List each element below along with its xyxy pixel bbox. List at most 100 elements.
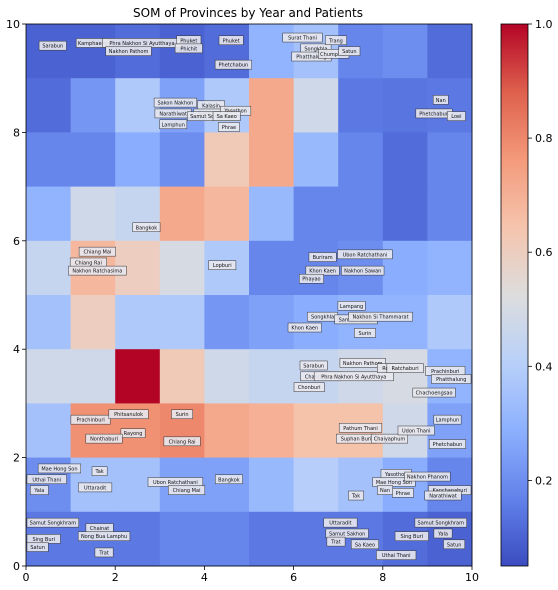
svg-text:Chumphon: Chumphon bbox=[320, 52, 347, 58]
svg-text:Lamphun: Lamphun bbox=[436, 418, 459, 424]
heatmap-cell bbox=[26, 24, 72, 79]
heatmap-cell bbox=[26, 78, 72, 133]
heatmap-cell bbox=[427, 403, 473, 459]
heatmap-cell bbox=[26, 132, 72, 188]
colorbar-tick-label: 0.4 bbox=[535, 360, 553, 373]
colorbar-tick-label: 0.6 bbox=[535, 246, 553, 259]
svg-text:Sing Buri: Sing Buri bbox=[401, 534, 424, 540]
x-tick-label: 10 bbox=[465, 571, 479, 584]
province-label: Trat bbox=[326, 536, 346, 547]
svg-text:Lampang: Lampang bbox=[340, 304, 363, 310]
heatmap-cell bbox=[70, 295, 116, 350]
svg-text:Nan: Nan bbox=[436, 98, 446, 104]
province-label: Phatthalung bbox=[431, 374, 472, 384]
province-label: Satun bbox=[338, 46, 361, 56]
svg-text:Uttaradit: Uttaradit bbox=[329, 521, 351, 527]
province-label: Nakhon Sawan bbox=[341, 265, 385, 276]
province-label: Chiang Rai bbox=[69, 257, 107, 268]
svg-text:Trat: Trat bbox=[98, 550, 108, 556]
province-label: Nan bbox=[432, 95, 449, 105]
province-label: Prachinburi bbox=[425, 366, 466, 376]
svg-text:Chaiyaphum: Chaiyaphum bbox=[374, 437, 406, 443]
heatmap-cell bbox=[249, 349, 295, 404]
svg-text:Prachinburi: Prachinburi bbox=[431, 369, 459, 375]
svg-text:Kamphaeng: Kamphaeng bbox=[78, 41, 108, 47]
heatmap-cell bbox=[382, 24, 428, 79]
heatmap-cell bbox=[249, 132, 295, 188]
heatmap-cell bbox=[26, 240, 72, 296]
province-label: Yala bbox=[30, 485, 49, 495]
svg-text:Uthai Thani: Uthai Thani bbox=[32, 477, 61, 483]
province-label: Samut Songkhram bbox=[26, 517, 79, 528]
heatmap-cell bbox=[159, 240, 205, 296]
colorbar-ticks: 0.2 0.4 0.6 0.8 1.0 bbox=[528, 18, 553, 487]
heatmap-cell bbox=[427, 24, 473, 79]
province-label: Sarabun bbox=[299, 360, 328, 371]
heatmap-cell bbox=[204, 403, 250, 459]
province-label: Nakhon Pathom bbox=[339, 358, 386, 368]
svg-text:Uthai Thani: Uthai Thani bbox=[382, 553, 411, 559]
svg-text:Mae Hong Son: Mae Hong Son bbox=[41, 466, 77, 472]
province-label: Samut Sakhon bbox=[325, 528, 369, 539]
heatmap-cell bbox=[204, 186, 250, 242]
province-label: Chachoengsao bbox=[412, 387, 456, 398]
province-label: Buriram bbox=[308, 252, 337, 262]
heatmap-cell bbox=[26, 349, 72, 404]
heatmap-cell bbox=[249, 457, 295, 513]
svg-text:Khon Kaen: Khon Kaen bbox=[291, 326, 318, 332]
heatmap-cell bbox=[26, 295, 72, 350]
svg-text:Phitsanulok: Phitsanulok bbox=[114, 412, 143, 418]
heatmap-cell bbox=[427, 457, 473, 513]
province-label: Lopburi bbox=[208, 260, 237, 270]
heatmap-cell bbox=[115, 349, 161, 404]
x-tick-label: 2 bbox=[112, 571, 119, 584]
svg-text:Chainat: Chainat bbox=[90, 526, 109, 532]
svg-text:Chiang Mai: Chiang Mai bbox=[83, 250, 111, 256]
svg-text:Suphan Buri: Suphan Buri bbox=[341, 437, 372, 443]
svg-text:Sarabun: Sarabun bbox=[42, 44, 63, 50]
province-label: Chiang Mai bbox=[78, 246, 116, 257]
x-tick-label: 0 bbox=[23, 571, 30, 584]
heatmap-cell bbox=[427, 295, 473, 350]
svg-text:Phayao: Phayao bbox=[302, 277, 320, 283]
province-label: Nakhon Pathom bbox=[105, 46, 152, 56]
svg-text:Phetchabun: Phetchabun bbox=[219, 63, 249, 69]
svg-text:Phuket: Phuket bbox=[180, 38, 197, 44]
svg-text:Sa Kaeo: Sa Kaeo bbox=[217, 114, 237, 120]
province-label: Tak bbox=[91, 466, 108, 476]
province-label: Uttaradit bbox=[78, 482, 113, 493]
province-label: Prachinburi bbox=[70, 414, 111, 425]
heatmap-cell bbox=[338, 78, 384, 133]
heatmap-cell bbox=[382, 240, 428, 296]
heatmap-cell bbox=[159, 349, 205, 404]
province-label: Tak bbox=[348, 490, 364, 501]
svg-text:Trang: Trang bbox=[328, 38, 343, 44]
svg-text:Yala: Yala bbox=[437, 531, 448, 537]
svg-text:Tak: Tak bbox=[351, 494, 360, 500]
svg-text:Sa Kaeo: Sa Kaeo bbox=[355, 542, 375, 548]
svg-text:Nakhon Pathom: Nakhon Pathom bbox=[343, 361, 383, 367]
province-label: Surat Thani bbox=[282, 32, 323, 43]
svg-text:Satun: Satun bbox=[447, 542, 462, 548]
y-tick-label: 10 bbox=[6, 18, 20, 31]
heatmap-cell bbox=[249, 403, 295, 459]
heatmap-cell bbox=[70, 186, 116, 242]
svg-text:Mae Hong Son: Mae Hong Son bbox=[376, 480, 412, 486]
x-tick-label: 8 bbox=[379, 571, 386, 584]
province-label: Narathiwat bbox=[154, 108, 192, 119]
province-label: Chiang Mai bbox=[168, 485, 206, 495]
heatmap-cell bbox=[159, 132, 205, 188]
province-label: Ratchaburi bbox=[386, 363, 424, 373]
province-label: Uthai Thani bbox=[376, 550, 417, 560]
heatmap-cell bbox=[382, 132, 428, 188]
svg-text:Nakhon Pathom: Nakhon Pathom bbox=[109, 49, 149, 55]
province-label: Surin bbox=[354, 328, 376, 338]
svg-text:Sarabun: Sarabun bbox=[303, 363, 324, 369]
heatmap-cell bbox=[70, 132, 116, 188]
province-label: Sakon Nakhon bbox=[153, 97, 197, 108]
svg-text:Phrae: Phrae bbox=[222, 125, 236, 131]
heatmap-cell bbox=[26, 186, 72, 242]
heatmap-cell bbox=[293, 132, 339, 188]
heatmap-cell bbox=[204, 349, 250, 404]
